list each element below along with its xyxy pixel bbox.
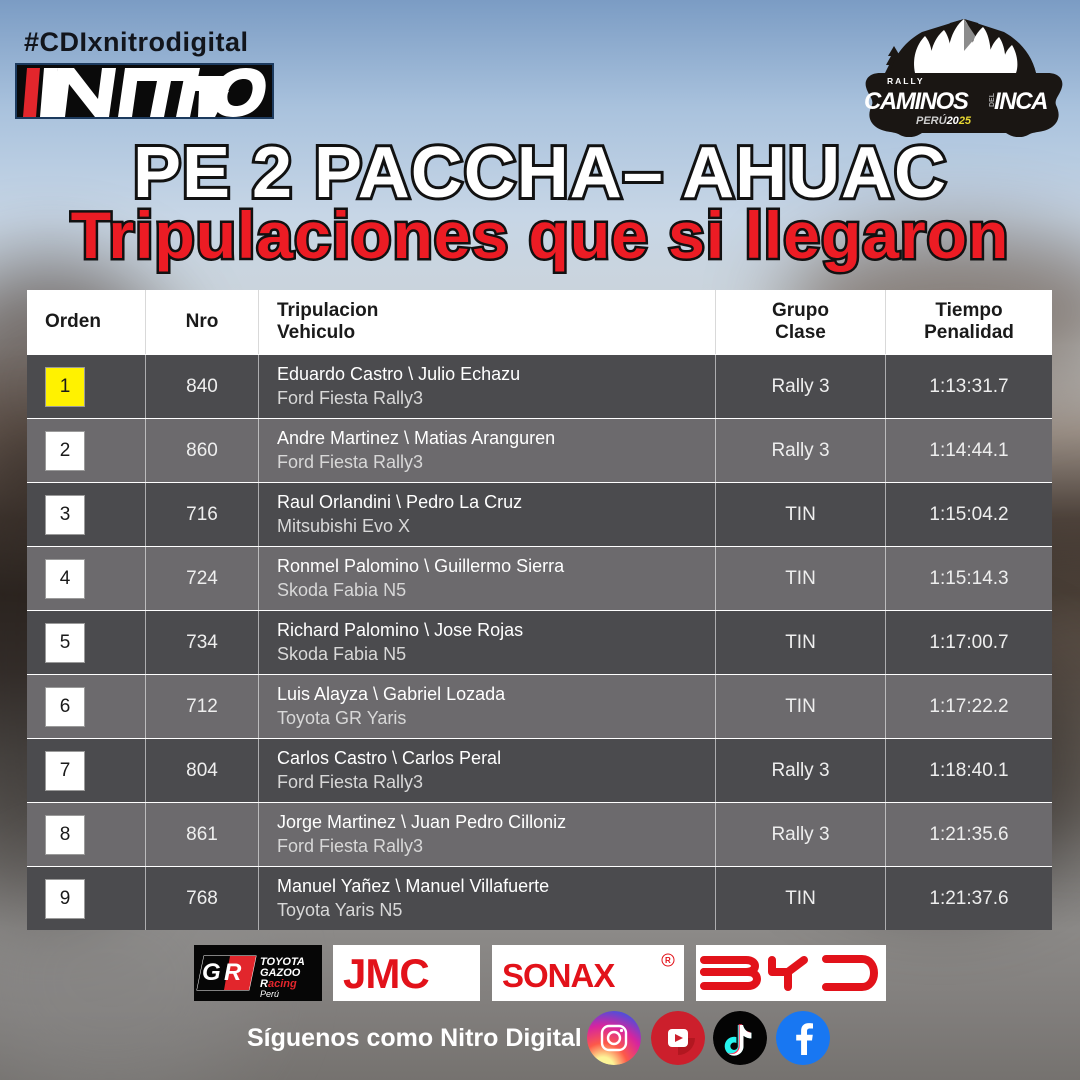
svg-text:JMC: JMC: [343, 950, 429, 997]
svg-text:Perú: Perú: [260, 989, 279, 999]
svg-text:R: R: [224, 959, 242, 986]
svg-text:CAMINOS: CAMINOS: [864, 88, 969, 115]
svg-text:INCA: INCA: [994, 88, 1047, 115]
svg-text:PERÚ2025: PERÚ2025: [916, 114, 972, 127]
svg-text:SONAX: SONAX: [502, 957, 615, 994]
svg-text:RALLY: RALLY: [887, 76, 925, 86]
svg-text:G: G: [202, 959, 221, 986]
svg-text:R: R: [665, 956, 671, 965]
